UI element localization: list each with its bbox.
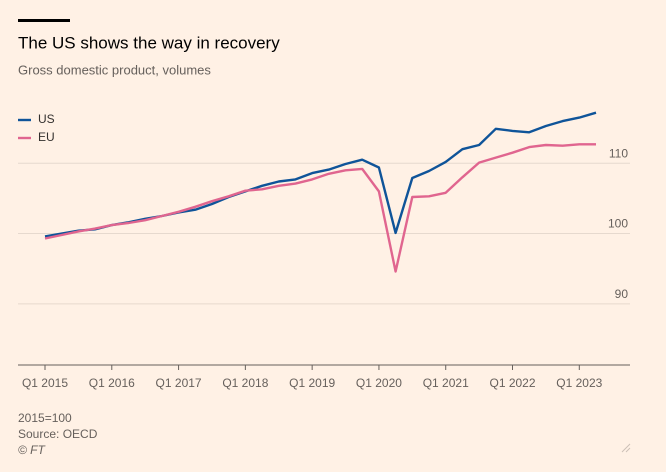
x-tick-label: Q1 2023	[556, 376, 602, 390]
x-tick-label: Q1 2020	[356, 376, 402, 390]
y-tick-label: 100	[608, 217, 628, 231]
series-line	[44, 143, 596, 273]
x-tick-label: Q1 2019	[289, 376, 335, 390]
chart-subtitle: Gross domestic product, volumes	[18, 62, 211, 77]
legend-label: EU	[38, 130, 55, 144]
copyright: © FT	[18, 443, 47, 457]
y-tick-label: 90	[615, 287, 629, 301]
legend-label: US	[38, 112, 55, 126]
x-tick-label: Q1 2022	[489, 376, 535, 390]
x-tick-label: Q1 2021	[423, 376, 469, 390]
x-tick-label: Q1 2018	[222, 376, 268, 390]
x-tick-label: Q1 2015	[22, 376, 68, 390]
series-line	[44, 111, 597, 238]
source: Source: OECD	[18, 427, 98, 441]
brand-bar	[18, 19, 70, 22]
x-tick-label: Q1 2016	[89, 376, 135, 390]
x-tick-label: Q1 2017	[156, 376, 202, 390]
note: 2015=100	[18, 411, 72, 425]
chart-title: The US shows the way in recovery	[18, 33, 280, 52]
y-tick-label: 110	[609, 146, 628, 160]
resize-icon	[621, 443, 631, 453]
